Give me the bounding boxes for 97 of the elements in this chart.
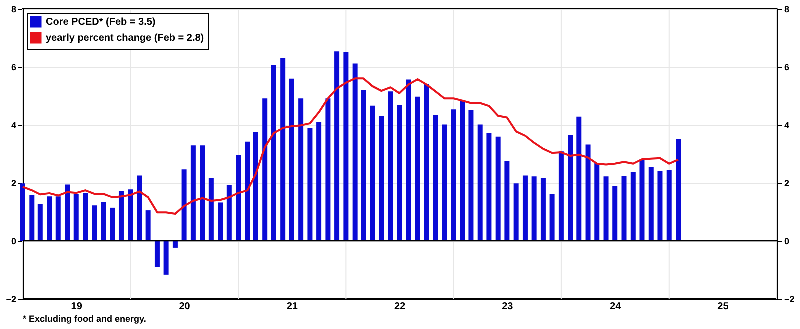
bar bbox=[406, 80, 412, 241]
y2-tick-label: 4 bbox=[784, 120, 790, 130]
bar bbox=[200, 146, 206, 241]
x-tick-label: 22 bbox=[394, 302, 406, 312]
bar bbox=[30, 195, 35, 241]
bar bbox=[648, 167, 654, 241]
y-tick-label: 0 bbox=[11, 236, 16, 246]
bar bbox=[101, 202, 106, 241]
bar bbox=[38, 204, 43, 241]
bar bbox=[478, 124, 483, 241]
y-tick-label: 2 bbox=[11, 178, 16, 188]
bar bbox=[532, 176, 537, 241]
y2-tick-label: 0 bbox=[784, 236, 790, 246]
bar bbox=[496, 136, 501, 241]
bar bbox=[344, 52, 349, 241]
bar bbox=[110, 208, 116, 241]
bar bbox=[397, 104, 402, 241]
bar bbox=[576, 116, 582, 241]
x-tick-label: 21 bbox=[286, 302, 298, 312]
bar bbox=[630, 172, 636, 241]
bar bbox=[586, 144, 591, 241]
bar bbox=[550, 194, 555, 241]
bar bbox=[83, 193, 88, 241]
bar bbox=[352, 64, 358, 241]
bar bbox=[245, 142, 250, 241]
bar bbox=[253, 132, 258, 241]
bar bbox=[65, 184, 70, 241]
bar bbox=[280, 58, 286, 241]
bar bbox=[154, 241, 160, 268]
bar bbox=[326, 98, 331, 241]
bar bbox=[514, 184, 519, 241]
bar bbox=[118, 191, 124, 241]
bar bbox=[388, 92, 394, 241]
bar bbox=[271, 64, 276, 241]
bar bbox=[190, 146, 196, 241]
y2-tick-label: −2 bbox=[784, 294, 795, 304]
bar bbox=[164, 241, 169, 275]
bar bbox=[56, 196, 61, 241]
bar bbox=[640, 160, 645, 241]
bar bbox=[262, 98, 268, 241]
bar bbox=[604, 176, 609, 241]
bar bbox=[128, 190, 134, 241]
bar bbox=[612, 186, 618, 241]
bar bbox=[594, 163, 600, 241]
bar bbox=[182, 170, 187, 241]
bar bbox=[92, 206, 98, 241]
bar bbox=[424, 84, 430, 241]
bar bbox=[558, 152, 564, 241]
bar bbox=[316, 122, 322, 241]
y-tick-label: 8 bbox=[11, 4, 16, 14]
x-tick-label: 19 bbox=[71, 302, 83, 312]
bar bbox=[442, 124, 448, 241]
bar bbox=[468, 110, 474, 241]
bar bbox=[226, 185, 232, 241]
bar bbox=[433, 115, 438, 241]
text: * Excluding food and energy. bbox=[23, 314, 146, 324]
bar bbox=[298, 98, 304, 241]
bar bbox=[522, 176, 528, 241]
bar bbox=[172, 241, 178, 248]
bar bbox=[568, 135, 574, 241]
bar bbox=[137, 176, 142, 241]
bar bbox=[208, 178, 214, 241]
y-tick-label: −2 bbox=[6, 294, 16, 304]
line-series bbox=[22, 78, 680, 216]
bar bbox=[74, 194, 79, 241]
y2-tick-label: 2 bbox=[784, 178, 790, 188]
bar bbox=[236, 155, 242, 241]
y2-tick-label: 6 bbox=[784, 62, 790, 72]
bar bbox=[334, 52, 340, 241]
y-tick-label: 4 bbox=[11, 120, 16, 130]
bar bbox=[486, 133, 492, 241]
bar bbox=[308, 128, 313, 241]
x-tick-label: 24 bbox=[610, 302, 622, 312]
x-tick-label: 23 bbox=[502, 302, 514, 312]
bar bbox=[20, 184, 26, 241]
bar bbox=[415, 96, 420, 241]
x-tick-label: 25 bbox=[718, 302, 730, 312]
bar bbox=[361, 90, 366, 241]
bar bbox=[622, 176, 627, 241]
y2-tick-label: 8 bbox=[784, 4, 790, 14]
legend-label: Core PCED* (Feb = 3.5) bbox=[46, 17, 156, 28]
bar bbox=[540, 178, 546, 241]
bar bbox=[658, 171, 663, 241]
bar bbox=[289, 78, 294, 241]
bar bbox=[218, 202, 224, 241]
bar bbox=[666, 170, 672, 241]
y-tick-label: 6 bbox=[11, 62, 16, 72]
x-tick-label: 20 bbox=[179, 302, 191, 312]
bar bbox=[47, 196, 52, 241]
bar bbox=[676, 140, 682, 241]
legend-label: yearly percent change (Feb = 2.8) bbox=[46, 33, 204, 44]
bar bbox=[504, 161, 510, 241]
bar bbox=[146, 210, 151, 241]
bar bbox=[370, 106, 376, 241]
bar bbox=[379, 116, 384, 241]
bar bbox=[451, 110, 456, 241]
bar bbox=[460, 100, 466, 241]
